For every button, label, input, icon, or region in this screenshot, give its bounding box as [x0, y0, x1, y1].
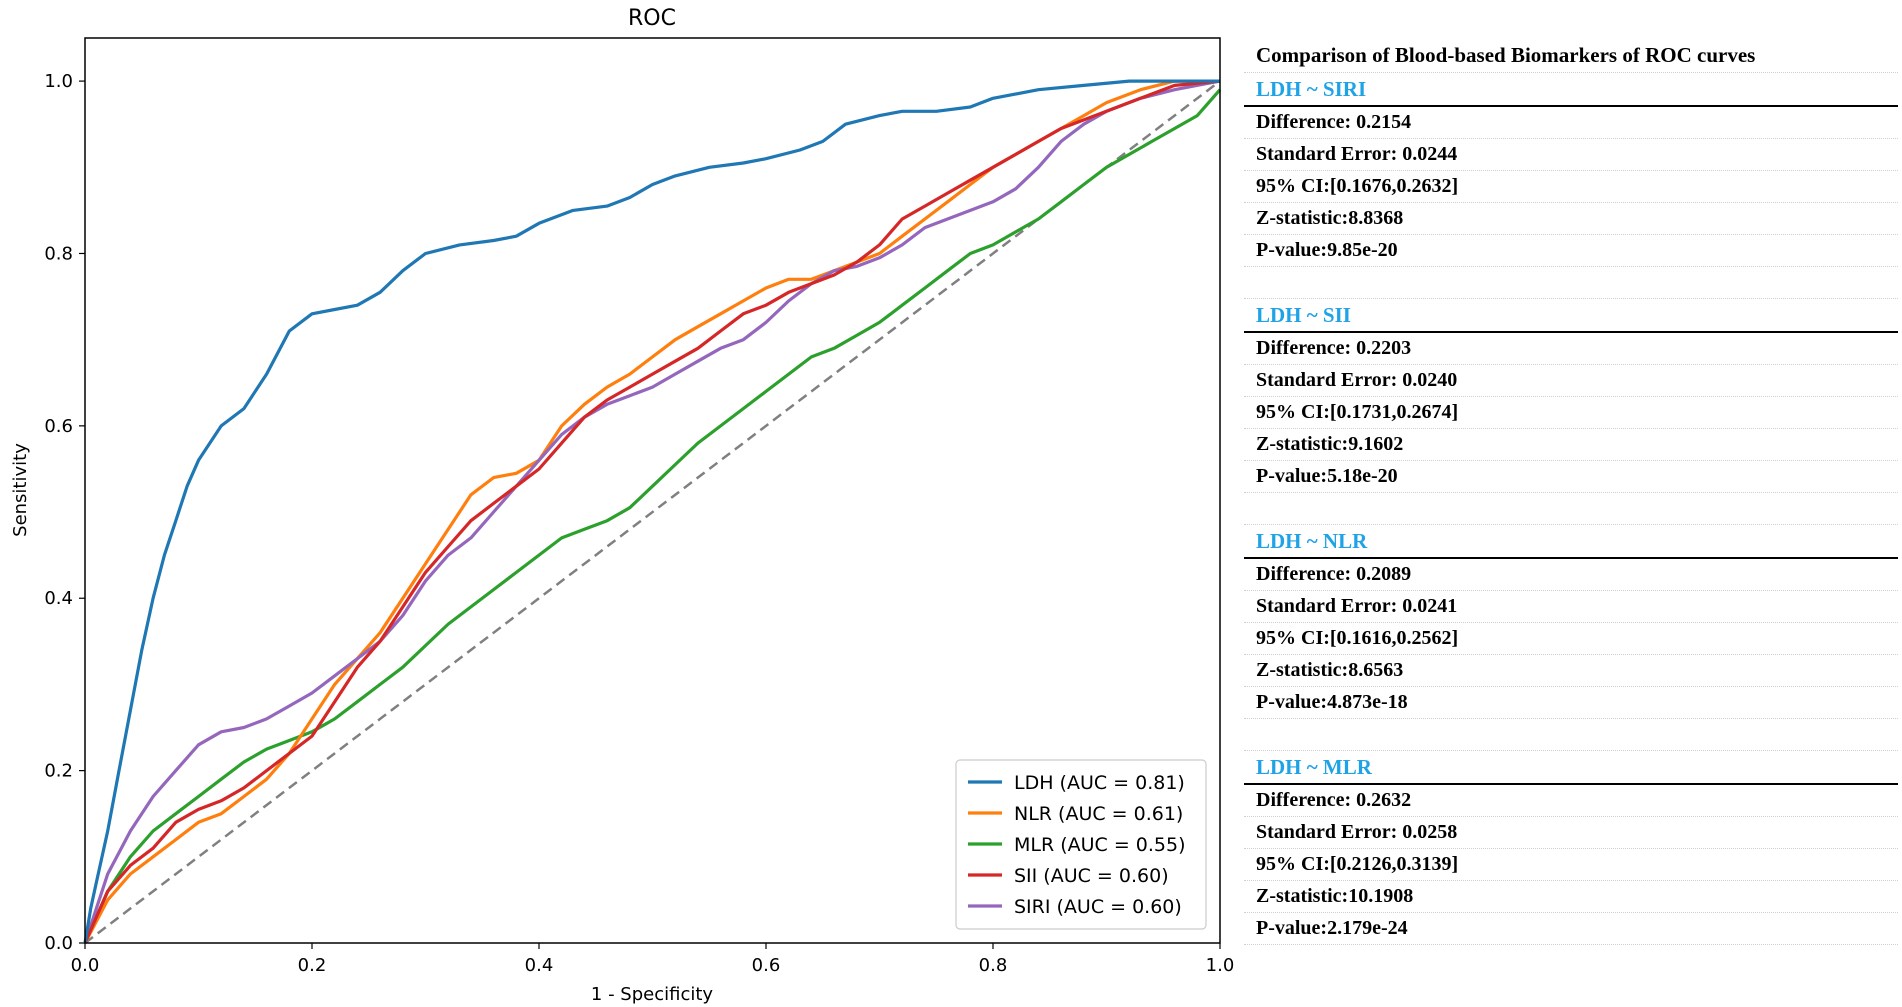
- plot-frame: [84, 37, 1221, 944]
- x-tick-label: 0.6: [752, 955, 781, 976]
- comparison-header: LDH ~ SII: [1244, 299, 1898, 333]
- comparison-block: LDH ~ MLR Difference: 0.2632 Standard Erro…: [1244, 751, 1898, 945]
- comparison-list: LDH ~ SIRI Difference: 0.2154 Standard Err…: [1244, 73, 1898, 945]
- y-tick-label: 0.4: [44, 588, 73, 609]
- legend-label: SIRI (AUC = 0.60): [1014, 896, 1182, 918]
- x-tick-label: 0.2: [298, 955, 327, 976]
- comparison-block: LDH ~ SIRI Difference: 0.2154 Standard Err…: [1244, 73, 1898, 299]
- difference-row: Difference: 0.2203: [1244, 333, 1898, 365]
- ci-row: 95% CI:[0.1731,0.2674]: [1244, 397, 1898, 429]
- x-tick-label: 0.8: [979, 955, 1008, 976]
- comparison-block: LDH ~ SII Difference: 0.2203 Standard Erro…: [1244, 299, 1898, 525]
- legend-label: LDH (AUC = 0.81): [1014, 772, 1185, 794]
- ci-row: 95% CI:[0.1676,0.2632]: [1244, 171, 1898, 203]
- y-tick-label: 0.2: [44, 761, 73, 782]
- standard-error-row: Standard Error: 0.0241: [1244, 591, 1898, 623]
- roc-curve-siri: [83, 79, 1221, 944]
- x-tick-label: 0.4: [525, 955, 554, 976]
- comparison-block: LDH ~ NLR Difference: 0.2089 Standard Erro…: [1244, 525, 1898, 751]
- standard-error-row: Standard Error: 0.0244: [1244, 139, 1898, 171]
- legend: LDH (AUC = 0.81) NLR (AUC = 0.61) MLR (AUC…: [955, 759, 1207, 930]
- difference-row: Difference: 0.2154: [1244, 107, 1898, 139]
- comparison-header: LDH ~ MLR: [1244, 751, 1898, 785]
- roc-curve-sii: [83, 79, 1221, 944]
- x-tick-label: 1.0: [1206, 955, 1235, 976]
- p-value-row: P-value:5.18e-20: [1244, 461, 1898, 493]
- standard-error-row: Standard Error: 0.0258: [1244, 817, 1898, 849]
- y-tick-label: 0.0: [44, 933, 73, 954]
- z-statistic-row: Z-statistic:9.1602: [1244, 429, 1898, 461]
- y-tick-label: 0.8: [44, 243, 73, 264]
- z-statistic-row: Z-statistic:8.8368: [1244, 203, 1898, 235]
- z-statistic-row: Z-statistic:10.1908: [1244, 881, 1898, 913]
- spacer-row: [1244, 493, 1898, 525]
- chart-title: ROC: [628, 6, 676, 31]
- difference-row: Difference: 0.2632: [1244, 785, 1898, 817]
- y-axis-label: Sensitivity: [10, 443, 31, 537]
- ci-row: 95% CI:[0.1616,0.2562]: [1244, 623, 1898, 655]
- p-value-row: P-value:9.85e-20: [1244, 235, 1898, 267]
- roc-curve-ldh: [83, 79, 1220, 944]
- legend-box: [955, 759, 1207, 930]
- p-value-row: P-value:2.179e-24: [1244, 913, 1898, 945]
- z-statistic-row: Z-statistic:8.6563: [1244, 655, 1898, 687]
- p-value-row: P-value:4.873e-18: [1244, 687, 1898, 719]
- series-layer: [83, 79, 1222, 944]
- roc-chart-svg: ROC 1 - Specificity Sensitivity 0.0 0.2 0.…: [10, 6, 1234, 1005]
- legend-label: MLR (AUC = 0.55): [1014, 834, 1186, 856]
- x-tick-label: 0.0: [71, 955, 100, 976]
- comparison-header: LDH ~ SIRI: [1244, 73, 1898, 107]
- legend-label: SII (AUC = 0.60): [1014, 865, 1169, 887]
- ci-row: 95% CI:[0.2126,0.3139]: [1244, 849, 1898, 881]
- difference-row: Difference: 0.2089: [1244, 559, 1898, 591]
- roc-chart: ROC 1 - Specificity Sensitivity 0.0 0.2 0.…: [10, 6, 1234, 1005]
- x-axis-label: 1 - Specificity: [591, 984, 714, 1005]
- y-tick-label: 1.0: [44, 71, 73, 92]
- comparison-panel: Comparison of Blood-based Biomarkers of …: [1244, 38, 1898, 945]
- legend-label: NLR (AUC = 0.61): [1014, 803, 1183, 825]
- comparison-header: LDH ~ NLR: [1244, 525, 1898, 559]
- standard-error-row: Standard Error: 0.0240: [1244, 365, 1898, 397]
- spacer-row: [1244, 719, 1898, 751]
- y-tick-label: 0.6: [44, 416, 73, 437]
- spacer-row: [1244, 267, 1898, 299]
- ticks-layer: 0.0 0.2 0.4 0.6 0.8 1.0 0.0 0.2 0.4 0.6 0.8 1.0: [44, 71, 1234, 976]
- roc-curve-mlr: [83, 88, 1222, 944]
- panel-title: Comparison of Blood-based Biomarkers of …: [1244, 38, 1898, 73]
